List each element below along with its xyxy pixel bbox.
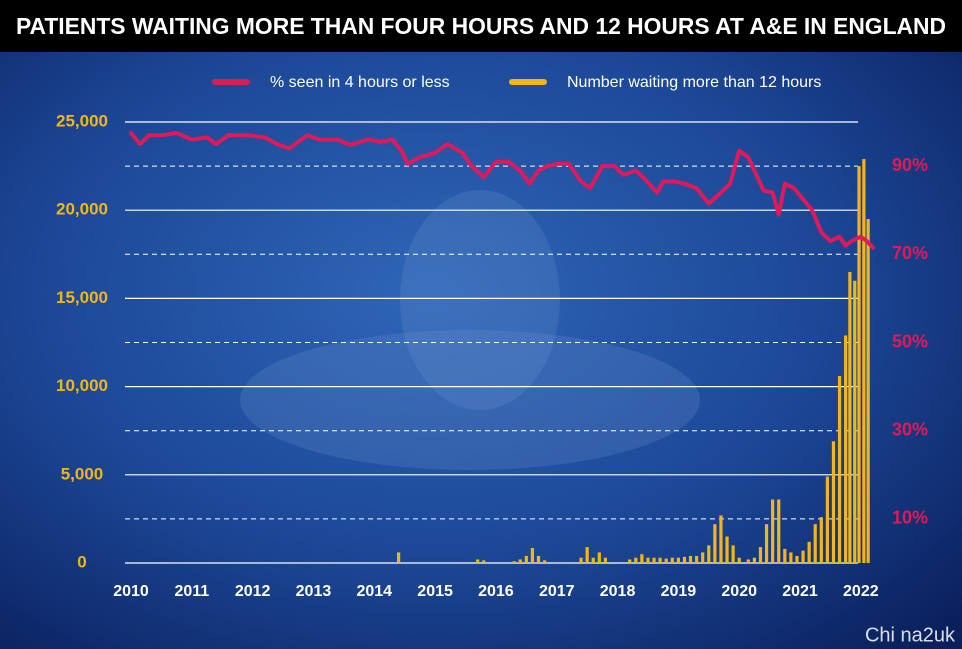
bar: [603, 557, 607, 563]
x-tick-label: 2015: [417, 583, 453, 600]
bar: [695, 555, 699, 563]
bar: [597, 552, 601, 563]
bar: [482, 560, 486, 563]
bar: [652, 557, 656, 563]
x-tick-label: 2018: [600, 583, 636, 600]
bar: [713, 524, 717, 563]
bar: [579, 557, 583, 563]
x-tick-label: 2013: [296, 583, 332, 600]
bar: [825, 476, 829, 563]
bar: [752, 557, 757, 563]
bar: [831, 441, 836, 563]
x-tick-label: 2020: [721, 583, 757, 600]
line: [129, 131, 875, 250]
bar: [682, 556, 687, 563]
legend-label: % seen in 4 hours or less: [270, 74, 450, 91]
bar: [758, 547, 763, 563]
background-shape: [400, 190, 560, 410]
bar: [789, 552, 793, 563]
bar: [857, 166, 861, 563]
bar: [542, 560, 547, 563]
bar: [844, 335, 848, 563]
bar: [819, 517, 823, 563]
x-tick-label: 2016: [478, 583, 514, 600]
x-tick-label: 2012: [235, 583, 271, 600]
bar: [664, 558, 668, 563]
background-shape: [240, 330, 700, 470]
bar: [777, 499, 781, 563]
x-tick-label: 2022: [843, 583, 879, 600]
bar: [725, 536, 729, 563]
bar: [658, 557, 662, 563]
bar: [813, 524, 817, 563]
y2-tick-label: 70%: [892, 243, 928, 263]
y2-tick-label: 90%: [892, 155, 928, 175]
y-tick-label: 5,000: [61, 464, 104, 483]
x-tick-label: 2011: [174, 583, 209, 600]
bar: [853, 280, 857, 563]
bar: [801, 550, 805, 563]
bar: [476, 559, 480, 563]
bar: [585, 547, 589, 563]
y-tick-label: 15,000: [56, 288, 108, 307]
bar: [783, 548, 787, 563]
legend-label: Number waiting more than 12 hours: [567, 74, 821, 91]
bar: [848, 271, 852, 563]
bar: [837, 376, 842, 563]
x-tick-label: 2017: [539, 583, 575, 600]
bar: [795, 555, 799, 563]
y-tick-label: 20,000: [56, 200, 108, 219]
bar: [512, 561, 516, 563]
bar: [771, 499, 775, 563]
y-tick-label: 0: [77, 552, 86, 571]
bar: [646, 557, 650, 563]
x-tick-label: 2021: [782, 583, 818, 600]
bar: [866, 219, 870, 563]
bar: [591, 557, 595, 563]
chart-title: PATIENTS WAITING MORE THAN FOUR HOURS AN…: [16, 13, 946, 39]
bar: [746, 559, 750, 563]
bar: [688, 555, 693, 563]
bar: [530, 548, 535, 563]
y2-tick-label: 30%: [892, 419, 928, 439]
y-tick-label: 10,000: [56, 376, 108, 395]
bar: [397, 552, 401, 563]
bar: [807, 541, 811, 563]
bar: [518, 559, 522, 563]
bar: [524, 555, 528, 563]
x-tick-label: 2010: [113, 583, 149, 600]
bar: [676, 557, 680, 563]
y2-tick-label: 10%: [892, 508, 928, 528]
bar: [634, 557, 638, 563]
y-tick-label: 25,000: [56, 111, 108, 130]
bar: [707, 545, 711, 563]
bar: [670, 557, 674, 563]
bar: [719, 515, 723, 563]
bar: [701, 552, 705, 563]
bar: [640, 554, 644, 563]
title-bar: [0, 0, 962, 52]
y2-tick-label: 50%: [892, 331, 928, 351]
bar: [628, 559, 632, 563]
bar: [737, 557, 741, 563]
bar: [764, 524, 769, 563]
x-tick-label: 2019: [661, 583, 697, 600]
x-tick-label: 2014: [356, 583, 392, 600]
bar: [862, 159, 866, 563]
bar: [536, 555, 541, 563]
bar: [731, 545, 735, 563]
watermark: Chi na2uk: [865, 624, 956, 646]
